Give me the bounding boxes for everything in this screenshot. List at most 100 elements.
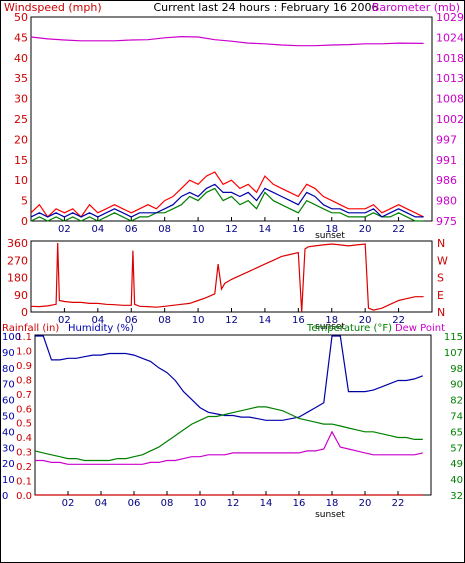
direction-tick-label: 360 — [7, 237, 28, 250]
x-tick-label: 08 — [161, 498, 174, 509]
panel2-series-0 — [30, 242, 424, 313]
windspeed-tick-label: 40 — [14, 52, 28, 65]
temp-tick-label: 32 — [450, 491, 463, 502]
direction-tick-label: 90 — [14, 289, 28, 302]
humidity-tick-label: 30 — [2, 443, 15, 454]
x-tick-label: 04 — [95, 498, 108, 509]
temp-tick-label: 90 — [450, 380, 463, 391]
rain-tick-label: 0.5 — [16, 419, 32, 430]
humidity-tick-label: 40 — [2, 427, 15, 438]
windspeed-tick-label: 50 — [14, 11, 28, 24]
panel1-series-1 — [30, 171, 424, 218]
barometer-tick-label: 986 — [436, 174, 457, 187]
windspeed-tick-label: 30 — [14, 93, 28, 106]
x-tick-label: 22 — [392, 498, 405, 509]
panel2-series — [30, 242, 424, 313]
compass-tick-label: N — [437, 237, 445, 250]
panel2-left-ticks: 0 90 180 270 360 — [7, 237, 28, 319]
x-tick-label: 22 — [392, 315, 405, 326]
rain-tick-label: 0.9 — [16, 361, 32, 372]
windspeed-tick-label: 5 — [21, 195, 28, 208]
panel3-humidity-ticks: 0 10 20 30 40 50 60 70 80 90 100 — [2, 332, 21, 502]
x-tick-label: 20 — [359, 315, 372, 326]
panel3-series-1 — [34, 406, 423, 462]
x-tick-label: 06 — [125, 315, 138, 326]
panel3-series-2 — [35, 430, 423, 465]
x-tick-label: 16 — [292, 315, 305, 326]
x-tick-label: 02 — [58, 315, 71, 326]
x-tick-label: 12 — [225, 224, 238, 235]
rain-tick-label: 1.1 — [16, 332, 32, 343]
panel2-x-ticks: 02 04 06 08 10 12 14 16 18 20 22 — [58, 308, 405, 326]
windspeed-tick-label: 25 — [14, 113, 28, 126]
windspeed-tick-label: 10 — [14, 174, 28, 187]
panel3-series-0 — [35, 335, 424, 421]
humidity-axis-label: Humidity (%) — [68, 323, 134, 334]
barometer-tick-label: 1008 — [436, 93, 464, 106]
x-tick-label: 02 — [62, 498, 75, 509]
temp-tick-label: 82 — [450, 396, 463, 407]
panel2-plot-frame — [30, 240, 433, 313]
barometer-tick-label: 991 — [436, 154, 457, 167]
panel1-series-0 — [30, 35, 424, 47]
temp-tick-label: 107 — [444, 348, 463, 359]
x-tick-label: 12 — [227, 498, 240, 509]
windspeed-axis-label: Windspeed (mph) — [4, 1, 102, 14]
x-tick-label: 08 — [158, 315, 171, 326]
temp-tick-label: 49 — [450, 459, 463, 470]
barometer-axis-label: Barometer (mb) — [372, 1, 460, 14]
direction-tick-label: 270 — [7, 254, 28, 267]
x-tick-label: 06 — [128, 498, 141, 509]
panel1-series-3 — [30, 183, 424, 218]
chart-title: Current last 24 hours : February 16 2006 — [154, 1, 379, 14]
x-tick-label: 22 — [392, 224, 405, 235]
panel1-plot-frame — [30, 16, 433, 222]
x-tick-label: 12 — [225, 315, 238, 326]
barometer-tick-label: 975 — [436, 215, 457, 228]
dewpoint-axis-label: Dew Point — [395, 323, 445, 334]
rain-tick-label: 1.0 — [16, 346, 32, 357]
rain-tick-label: 0.6 — [16, 404, 32, 415]
x-tick-label: 04 — [91, 315, 104, 326]
humidity-tick-label: 0 — [2, 491, 8, 502]
x-tick-label: 10 — [192, 315, 205, 326]
barometer-tick-label: 1024 — [436, 31, 464, 44]
rainfall-axis-label: Rainfall (in) — [2, 323, 59, 334]
compass-tick-label: N — [437, 306, 445, 319]
panel3-sunset-marker: sunset — [315, 510, 345, 520]
humidity-tick-label: 20 — [2, 459, 15, 470]
compass-tick-label: E — [437, 289, 444, 302]
rain-tick-label: 0.8 — [16, 375, 32, 386]
humidity-tick-label: 80 — [2, 364, 15, 375]
panel1-right-ticks: 975 980 986 991 997 1002 1008 1013 1018 1024 1029 — [436, 11, 464, 228]
x-tick-label: 02 — [58, 224, 71, 235]
rain-tick-label: 0.0 — [16, 491, 32, 502]
x-tick-label: 10 — [192, 224, 205, 235]
x-tick-label: 14 — [260, 498, 273, 509]
x-tick-label: 16 — [292, 224, 305, 235]
panel1-x-ticks: 02 04 06 08 10 12 14 16 18 20 22 — [58, 217, 405, 235]
rain-tick-label: 0.1 — [16, 477, 32, 488]
x-tick-label: 14 — [259, 315, 272, 326]
panel1-series — [30, 35, 424, 222]
temp-tick-label: 98 — [450, 364, 463, 375]
x-tick-label: 04 — [91, 224, 104, 235]
x-tick-label: 06 — [125, 224, 138, 235]
panel1-left-ticks: 0 5 10 15 20 25 30 35 40 45 50 — [14, 11, 28, 228]
temp-tick-label: 115 — [444, 332, 463, 343]
temp-tick-label: 65 — [450, 427, 463, 438]
humidity-tick-label: 60 — [2, 396, 15, 407]
direction-tick-label: 0 — [21, 306, 28, 319]
temp-humidity-panel: Rainfall (in) Humidity (%) Temperature (… — [2, 323, 463, 520]
barometer-tick-label: 1018 — [436, 52, 464, 65]
barometer-tick-label: 997 — [436, 133, 457, 146]
humidity-tick-label: 50 — [2, 412, 15, 423]
x-tick-label: 16 — [293, 498, 306, 509]
temp-tick-label: 74 — [450, 412, 463, 423]
panel3-temp-ticks: 32 40 49 57 65 74 82 90 98 107 115 — [444, 332, 463, 502]
windspeed-tick-label: 15 — [14, 154, 28, 167]
barometer-tick-label: 1002 — [436, 113, 464, 126]
